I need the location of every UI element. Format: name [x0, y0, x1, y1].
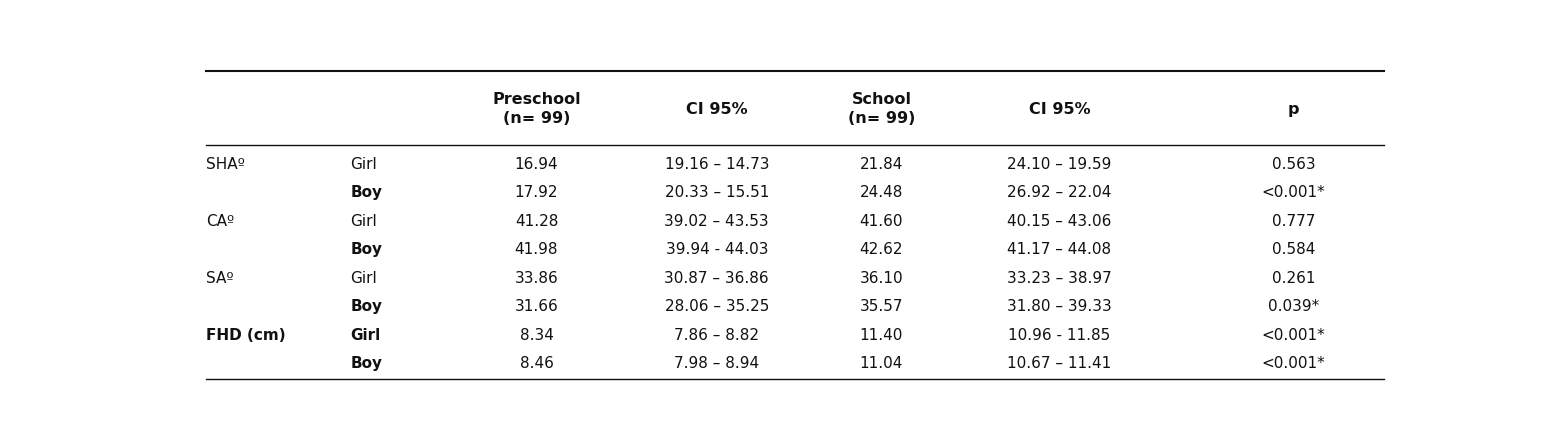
- Text: Boy: Boy: [351, 298, 382, 313]
- Text: 24.10 – 19.59: 24.10 – 19.59: [1007, 157, 1112, 171]
- Text: <0.001*: <0.001*: [1263, 355, 1326, 370]
- Text: 0.261: 0.261: [1272, 270, 1315, 285]
- Text: CAº: CAº: [206, 214, 234, 228]
- Text: 7.86 – 8.82: 7.86 – 8.82: [675, 327, 760, 342]
- Text: 42.62: 42.62: [859, 241, 903, 256]
- Text: 11.40: 11.40: [859, 327, 903, 342]
- Text: Preschool
(n= 99): Preschool (n= 99): [492, 92, 580, 126]
- Text: 8.34: 8.34: [520, 327, 554, 342]
- Text: 39.94 - 44.03: 39.94 - 44.03: [665, 241, 768, 256]
- Text: 41.98: 41.98: [515, 241, 558, 256]
- Text: 30.87 – 36.86: 30.87 – 36.86: [664, 270, 769, 285]
- Text: 33.23 – 38.97: 33.23 – 38.97: [1007, 270, 1112, 285]
- Text: 8.46: 8.46: [520, 355, 554, 370]
- Text: 41.28: 41.28: [515, 214, 558, 228]
- Text: Girl: Girl: [351, 270, 377, 285]
- Text: Girl: Girl: [351, 157, 377, 171]
- Text: 33.86: 33.86: [515, 270, 558, 285]
- Text: 40.15 – 43.06: 40.15 – 43.06: [1007, 214, 1112, 228]
- Text: 24.48: 24.48: [859, 184, 903, 199]
- Text: p: p: [1287, 102, 1300, 116]
- Text: 31.80 – 39.33: 31.80 – 39.33: [1007, 298, 1112, 313]
- Text: 7.98 – 8.94: 7.98 – 8.94: [675, 355, 760, 370]
- Text: 16.94: 16.94: [515, 157, 558, 171]
- Text: Girl: Girl: [351, 327, 380, 342]
- Text: 41.17 – 44.08: 41.17 – 44.08: [1007, 241, 1112, 256]
- Text: 0.777: 0.777: [1272, 214, 1315, 228]
- Text: CI 95%: CI 95%: [1028, 102, 1090, 116]
- Text: 31.66: 31.66: [515, 298, 558, 313]
- Text: CI 95%: CI 95%: [686, 102, 748, 116]
- Text: 28.06 – 35.25: 28.06 – 35.25: [664, 298, 769, 313]
- Text: 21.84: 21.84: [859, 157, 903, 171]
- Text: 0.563: 0.563: [1272, 157, 1315, 171]
- Text: 0.584: 0.584: [1272, 241, 1315, 256]
- Text: <0.001*: <0.001*: [1263, 327, 1326, 342]
- Text: 17.92: 17.92: [515, 184, 558, 199]
- Text: School
(n= 99): School (n= 99): [848, 92, 915, 126]
- Text: <0.001*: <0.001*: [1263, 184, 1326, 199]
- Text: Boy: Boy: [351, 184, 382, 199]
- Text: Boy: Boy: [351, 355, 382, 370]
- Text: 41.60: 41.60: [859, 214, 903, 228]
- Text: 26.92 – 22.04: 26.92 – 22.04: [1007, 184, 1112, 199]
- Text: 11.04: 11.04: [859, 355, 903, 370]
- Text: 19.16 – 14.73: 19.16 – 14.73: [664, 157, 769, 171]
- Text: 39.02 – 43.53: 39.02 – 43.53: [664, 214, 769, 228]
- Text: 20.33 – 15.51: 20.33 – 15.51: [664, 184, 769, 199]
- Text: 10.96 - 11.85: 10.96 - 11.85: [1008, 327, 1111, 342]
- Text: SAº: SAº: [206, 270, 234, 285]
- Text: 35.57: 35.57: [859, 298, 903, 313]
- Text: SHAº: SHAº: [206, 157, 245, 171]
- Text: 36.10: 36.10: [859, 270, 903, 285]
- Text: 10.67 – 11.41: 10.67 – 11.41: [1007, 355, 1112, 370]
- Text: FHD (cm): FHD (cm): [206, 327, 285, 342]
- Text: Girl: Girl: [351, 214, 377, 228]
- Text: 0.039*: 0.039*: [1269, 298, 1320, 313]
- Text: Boy: Boy: [351, 241, 382, 256]
